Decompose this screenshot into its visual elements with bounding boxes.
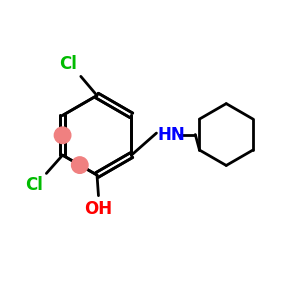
Text: HN: HN bbox=[158, 125, 186, 143]
Text: Cl: Cl bbox=[26, 176, 44, 194]
Text: Cl: Cl bbox=[59, 56, 77, 74]
Text: OH: OH bbox=[84, 200, 112, 218]
Circle shape bbox=[54, 127, 71, 143]
Circle shape bbox=[71, 157, 88, 173]
